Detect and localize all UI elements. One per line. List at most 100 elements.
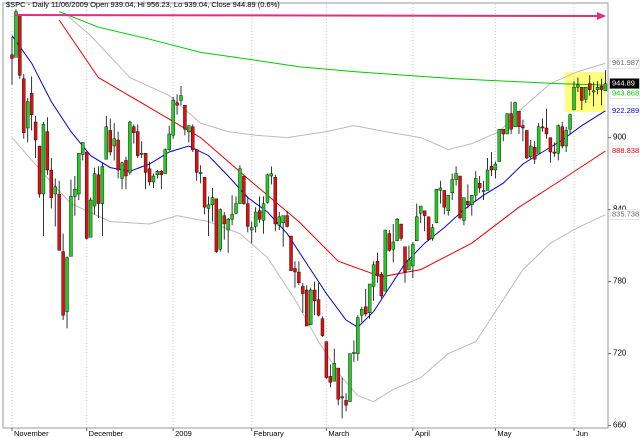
x-tick-label: April <box>415 429 430 438</box>
candle-body <box>159 170 164 175</box>
candle-body <box>591 90 596 93</box>
x-tick-label: 2009 <box>175 429 192 438</box>
candle-body <box>41 124 46 195</box>
candle-body <box>269 173 274 177</box>
candle-body <box>481 190 486 192</box>
x-tick-label: December <box>89 429 124 438</box>
close-label: 944.89 <box>612 79 635 88</box>
candle-body <box>198 172 203 174</box>
candle-body <box>462 197 466 221</box>
candle-body <box>96 174 101 204</box>
candle-body <box>513 102 517 128</box>
candle-body <box>37 145 42 195</box>
candle-body <box>301 286 305 294</box>
overlay-line <box>66 14 606 151</box>
candle-body <box>18 14 22 76</box>
candle-body <box>29 92 34 115</box>
value-label-box <box>609 105 640 117</box>
candle-body <box>206 204 211 209</box>
candle-body <box>470 194 474 205</box>
candle-body <box>285 215 289 227</box>
candle-body <box>147 168 152 183</box>
candle-body <box>395 218 399 241</box>
value-label: 888.838 <box>612 146 639 155</box>
value-label-box <box>609 145 640 157</box>
candle-body <box>265 174 270 203</box>
candle-body <box>136 131 140 156</box>
candle-body <box>568 114 572 130</box>
candle-body <box>367 283 372 313</box>
candle-body <box>84 151 89 239</box>
candle-body <box>316 299 321 316</box>
candle-body <box>426 216 431 240</box>
candle-body <box>10 54 14 59</box>
candle-body <box>580 86 584 101</box>
candle-body <box>430 227 435 239</box>
candle-body <box>364 306 368 315</box>
candle-body <box>403 246 407 273</box>
candle-body <box>509 113 513 130</box>
candle-body <box>603 83 608 91</box>
candle-body <box>53 186 57 195</box>
candle-body <box>92 173 97 207</box>
candle-body <box>171 100 175 136</box>
candle-body <box>297 271 301 284</box>
candle-body <box>49 169 53 198</box>
plot-layer <box>10 4 611 431</box>
y-tick-label: 840 <box>613 205 627 214</box>
candle-body <box>336 367 340 400</box>
candle-body <box>250 227 254 231</box>
candle-body <box>552 151 557 154</box>
candle-body <box>128 121 132 173</box>
candle-body <box>387 233 391 251</box>
candle-body <box>108 130 112 153</box>
candle-body <box>14 11 18 58</box>
y-tick-label: 720 <box>613 349 627 358</box>
plot-frame <box>2 2 609 429</box>
candle-body <box>356 317 360 354</box>
candle-body <box>375 261 380 276</box>
candle-body <box>419 205 423 214</box>
candle-body <box>517 110 521 127</box>
candle-body <box>324 341 329 378</box>
candle-body <box>371 264 376 287</box>
candle-body <box>544 127 549 135</box>
candle-body <box>65 257 69 312</box>
candle-body <box>442 190 446 208</box>
candle-body <box>485 169 490 191</box>
candle-body <box>415 216 419 242</box>
candle-body <box>226 218 230 231</box>
candle-body <box>45 131 50 171</box>
candle-body <box>536 126 541 154</box>
x-tick-label: March <box>328 429 349 438</box>
candle-body <box>77 152 81 195</box>
candle-body <box>320 318 325 336</box>
chart-title: $SPC - Daily 11/06/2009 Open 939.04, Hi … <box>6 0 280 9</box>
x-tick-label: November <box>14 429 49 438</box>
candle-body <box>163 149 167 174</box>
candle-body <box>466 200 470 205</box>
candle-body <box>57 193 61 251</box>
candle-body <box>599 85 604 90</box>
candle-body <box>100 166 105 204</box>
candle-body <box>532 146 537 160</box>
x-tick-label: February <box>254 429 284 438</box>
overlay-line <box>11 35 606 328</box>
overlay-line <box>58 19 606 278</box>
overlay-line <box>58 11 606 86</box>
candle-body <box>104 126 109 160</box>
candle-body <box>210 197 215 206</box>
candle-body <box>222 215 226 225</box>
annotation-arrow <box>14 14 601 17</box>
x-tick-label: May <box>497 429 511 438</box>
candle-body <box>289 235 293 271</box>
candle-body <box>305 289 309 327</box>
candle-body <box>548 137 553 153</box>
value-label: 943.868 <box>612 89 639 98</box>
candle-body <box>293 268 297 273</box>
value-label: 961.987 <box>612 58 639 67</box>
candle-body <box>246 203 250 227</box>
candle-body <box>454 173 458 180</box>
